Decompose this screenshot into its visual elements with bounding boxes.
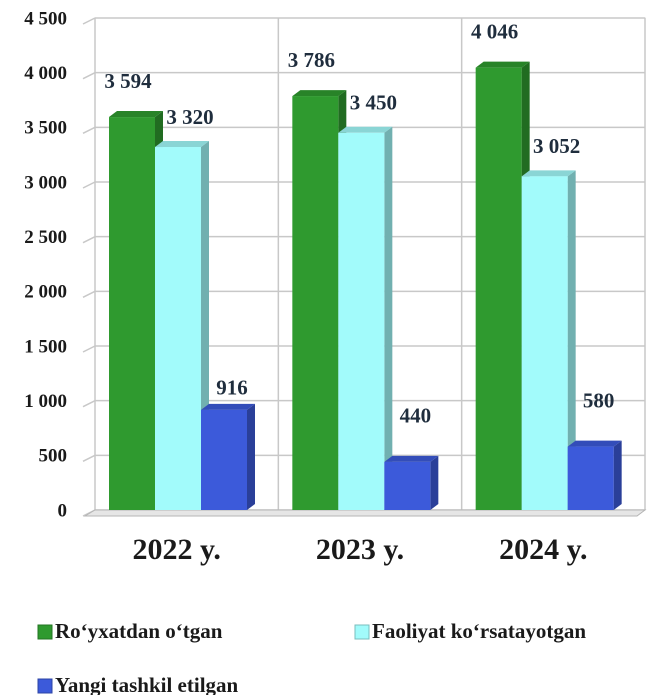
- bar-front: [384, 461, 431, 510]
- bar-top: [521, 170, 576, 177]
- y-tick-label: 4 000: [24, 63, 67, 84]
- bar: [155, 141, 209, 510]
- bar-top: [109, 111, 163, 118]
- bar-side: [567, 170, 576, 510]
- bar-side: [384, 126, 393, 511]
- bar-top: [567, 440, 622, 447]
- y-tick-label: 2 500: [24, 227, 67, 248]
- bar: [567, 440, 622, 510]
- bar-top: [384, 455, 439, 462]
- tick-mark: [82, 235, 96, 244]
- bar-front: [292, 96, 339, 511]
- bar: [384, 455, 439, 510]
- tick-mark: [82, 399, 96, 408]
- bar-side: [613, 440, 622, 510]
- tick-mark: [82, 290, 96, 299]
- x-tick-label: 2023 y.: [316, 533, 404, 566]
- legend-label: Ro‘yxatdan o‘tgan: [55, 619, 223, 643]
- bar-front: [155, 147, 201, 510]
- y-tick-label: 2 000: [24, 282, 67, 303]
- bar-side: [430, 455, 439, 510]
- value-label: 3 594: [104, 69, 152, 93]
- bar-top: [292, 90, 347, 97]
- y-tick-label: 3 000: [24, 172, 67, 193]
- bar: [521, 170, 576, 510]
- bar-top: [338, 126, 393, 133]
- value-label: 3 052: [533, 134, 580, 158]
- value-label: 440: [400, 404, 432, 428]
- bar-top: [475, 61, 530, 68]
- legend-swatch: [354, 624, 370, 640]
- value-label: 3 450: [350, 91, 397, 115]
- tick-mark: [82, 454, 96, 463]
- bar: [201, 403, 255, 510]
- tick-mark: [82, 181, 96, 189]
- bar: [109, 111, 163, 510]
- bar-top: [155, 141, 209, 148]
- value-label: 916: [216, 376, 248, 400]
- value-label: 3 320: [166, 105, 213, 129]
- bar-front: [567, 446, 614, 510]
- bar-top: [201, 403, 255, 410]
- bar-side: [247, 403, 255, 510]
- bar-front: [475, 67, 522, 511]
- y-tick-label: 0: [58, 500, 68, 521]
- y-tick-label: 1 000: [24, 391, 67, 412]
- bar: [475, 61, 530, 511]
- legend-swatch: [37, 678, 53, 694]
- bar-front: [521, 176, 568, 510]
- tick-mark: [82, 126, 96, 135]
- y-tick-label: 4 500: [24, 8, 67, 29]
- x-tick-label: 2022 y.: [132, 533, 220, 566]
- y-tick-label: 1 500: [24, 336, 67, 357]
- y-tick-label: 3 500: [24, 118, 67, 139]
- value-label: 4 046: [471, 19, 518, 43]
- bar-front: [201, 409, 247, 510]
- legend-label: Yangi tashkil etilgan: [55, 673, 239, 695]
- bar: [338, 126, 393, 511]
- tick-mark: [82, 71, 96, 80]
- bar-front: [338, 132, 385, 511]
- tick-mark: [82, 17, 96, 25]
- y-tick-label: 500: [39, 446, 68, 467]
- bar-front: [109, 117, 155, 510]
- value-label: 580: [583, 388, 615, 412]
- x-tick-label: 2024 y.: [499, 533, 587, 566]
- value-label: 3 786: [288, 48, 335, 72]
- floor: [83, 509, 647, 517]
- legend-label: Faoliyat ko‘rsatayotgan: [372, 619, 586, 643]
- legend-swatch: [37, 624, 53, 640]
- bar: [292, 90, 347, 511]
- tick-mark: [82, 345, 96, 353]
